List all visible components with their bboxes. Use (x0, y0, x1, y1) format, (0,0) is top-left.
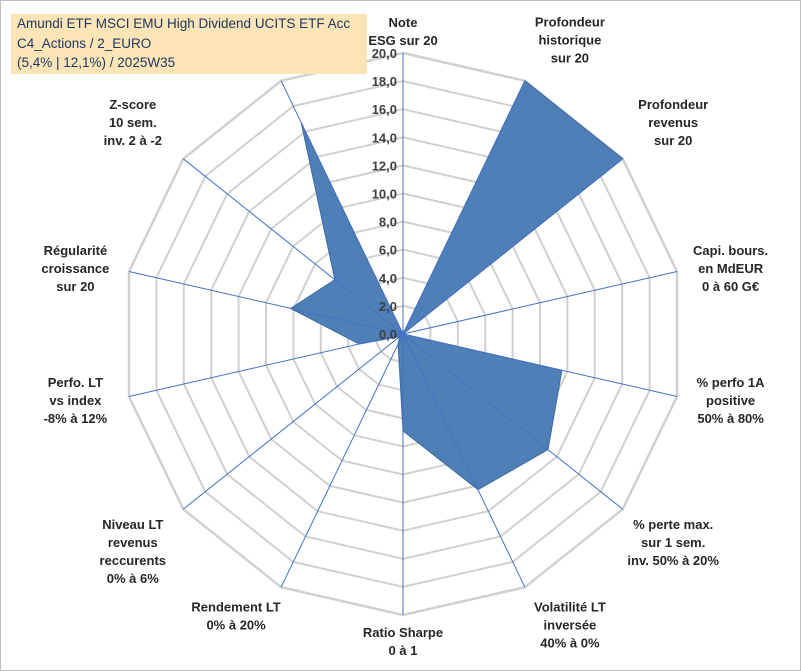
axis-label: Capi. bours. en MdEUR 0 à 60 G€ (693, 243, 768, 294)
axis-spoke (128, 333, 404, 397)
axis-label: Ratio Sharpe 0 à 1 (363, 625, 443, 658)
axis-label: % perte max. sur 1 sem. inv. 50% à 20% (627, 517, 719, 568)
axis-label: Profondeur historique sur 20 (535, 14, 605, 65)
axis-label: Niveau LT revenus reccurents 0% à 6% (100, 517, 166, 586)
axis-label: Régularité croissance sur 20 (41, 243, 109, 294)
tick-label: 12,0 (372, 158, 397, 173)
axis-labels: Note ESG sur 20 Profondeur historique sur 20… (41, 14, 768, 658)
tick-label: 10,0 (372, 187, 397, 202)
tick-label: 2,0 (379, 299, 397, 314)
axis-label: Note ESG sur 20 (368, 15, 437, 48)
series-area (289, 80, 624, 491)
chart-title-line-3: (5,4% | 12,1%) / 2025W35 (17, 55, 176, 70)
axis-label: Profondeur revenus sur 20 (638, 97, 708, 148)
chart-title-box: Amundi ETF MSCI EMU High Dividend UCITS … (11, 14, 367, 74)
tick-label: 6,0 (379, 243, 397, 258)
axis-spoke (402, 333, 624, 510)
series-layer (289, 80, 624, 491)
axis-spoke (280, 80, 404, 335)
axis-spoke (402, 80, 526, 335)
tick-label: 4,0 (379, 271, 397, 286)
axis-label: Volatilité LT inversée 40% à 0% (534, 600, 606, 651)
axis-spoke (402, 333, 678, 397)
axis-spoke (182, 158, 404, 335)
axis-label: % perfo 1A positive 50% à 80% (697, 375, 766, 426)
tick-label: 18,0 (372, 74, 397, 89)
tick-label: 14,0 (372, 130, 397, 145)
axis-spoke (280, 333, 404, 588)
axis-label: Perfo. LT vs index -8% à 12% (44, 375, 108, 426)
tick-label: 0,0 (379, 327, 397, 342)
axis-spoke (402, 158, 624, 335)
axis-label: Rendement LT 0% à 20% (191, 600, 280, 633)
tick-label: 8,0 (379, 215, 397, 230)
tick-label: 16,0 (372, 102, 397, 117)
axis-spoke (182, 333, 404, 510)
axis-spoke (402, 271, 678, 335)
chart-title-line-2: C4_Actions / 2_EURO (17, 35, 152, 51)
axis-spoke (128, 271, 404, 335)
tick-label: 20,0 (372, 46, 397, 61)
tick-labels: 0,0 2,0 4,0 6,0 8,0 10,0 12,0 14,0 16,0 18,0 20,0 (372, 46, 397, 342)
axis-spoke (402, 333, 526, 588)
chart-title-line-1: Amundi ETF MSCI EMU High Dividend UCITS … (17, 16, 351, 31)
axis-label: Z-score 10 sem. inv. 2 à -2 (104, 97, 162, 148)
